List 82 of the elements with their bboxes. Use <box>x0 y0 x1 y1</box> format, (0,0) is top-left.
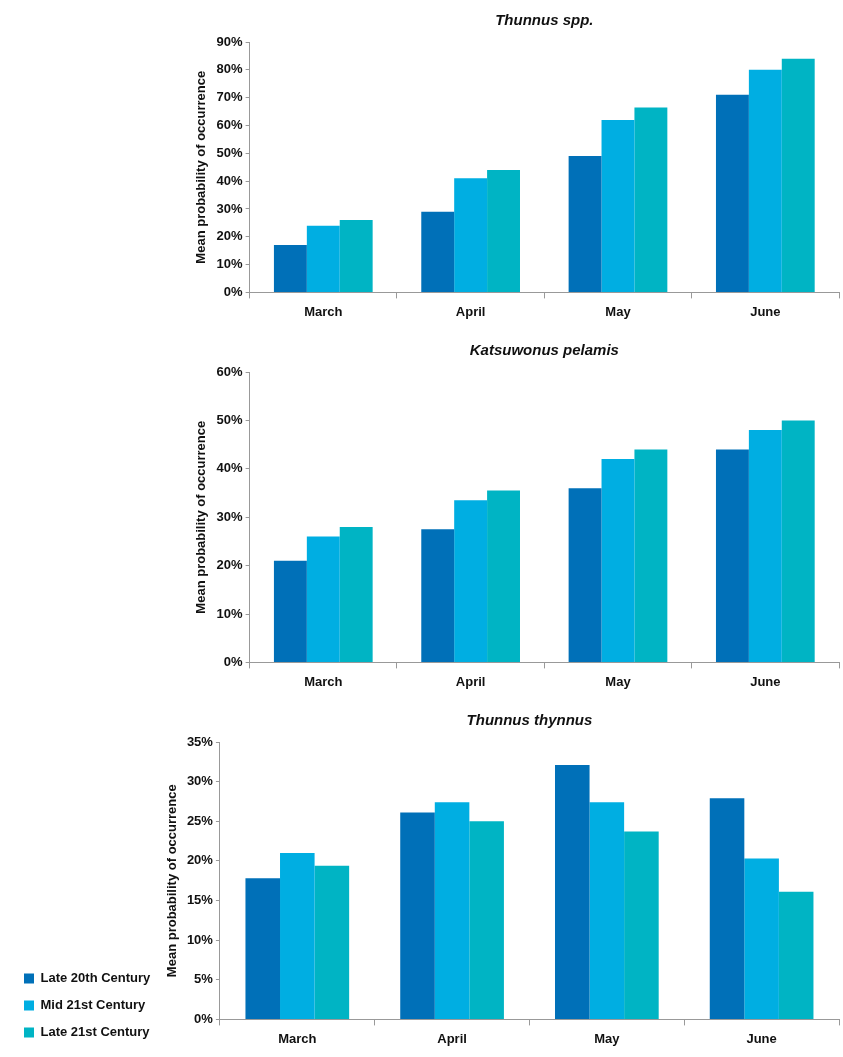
bar <box>273 245 307 292</box>
y-axis-title: Mean probability of occurrence <box>163 784 179 978</box>
bar <box>454 178 488 292</box>
bar <box>781 58 815 292</box>
y-tick-label: 10% <box>186 931 214 947</box>
x-tick-label: June <box>750 303 781 319</box>
y-tick-label: 60% <box>216 117 244 133</box>
y-tick-label: 30% <box>186 773 214 789</box>
bar <box>469 821 504 1019</box>
x-tick-label: March <box>304 673 343 689</box>
y-tick-label: 0% <box>223 653 244 669</box>
bar <box>634 449 668 662</box>
bar <box>568 488 602 662</box>
bar <box>634 107 668 292</box>
bar <box>748 69 782 292</box>
y-tick-label: 60% <box>216 363 244 379</box>
y-tick-label: 5% <box>194 971 214 987</box>
bar <box>421 211 455 292</box>
y-tick-label: 20% <box>216 228 244 244</box>
y-tick-label: 10% <box>216 256 244 272</box>
bar <box>715 449 749 662</box>
bar <box>568 156 602 292</box>
bar <box>709 798 745 1019</box>
bar <box>624 831 659 1019</box>
y-axis-title: Mean probability of occurrence <box>193 420 209 614</box>
legend-label: Late 21st Century <box>40 1024 151 1040</box>
x-tick-label: April <box>455 303 486 319</box>
bar <box>589 802 625 1019</box>
bar <box>306 225 340 292</box>
bar <box>339 526 373 662</box>
y-tick-label: 35% <box>186 733 214 749</box>
bar <box>400 812 435 1019</box>
bar <box>487 490 520 662</box>
y-axis-title: Mean probability of occurrence <box>193 70 209 264</box>
y-tick-label: 10% <box>216 605 244 621</box>
bar <box>421 529 455 662</box>
bar <box>280 852 315 1019</box>
chart-title: Katsuwonus pelamis <box>469 341 619 359</box>
bar <box>744 858 779 1019</box>
x-tick-label: June <box>746 1030 777 1046</box>
bar <box>273 560 307 662</box>
chart-title: Thunnus thynnus <box>466 711 593 729</box>
bar <box>555 764 590 1019</box>
bar <box>601 119 635 292</box>
bar <box>314 865 350 1019</box>
x-tick-label: April <box>437 1030 467 1046</box>
chart-title: Thunnus spp. <box>495 11 594 29</box>
y-tick-label: 40% <box>216 172 244 188</box>
y-tick-label: 50% <box>216 144 244 160</box>
bar <box>434 802 470 1019</box>
y-tick-label: 15% <box>186 892 214 908</box>
x-tick-label: May <box>605 673 632 689</box>
bar <box>715 94 749 292</box>
y-tick-label: 25% <box>186 812 214 828</box>
bar <box>778 891 814 1019</box>
bar <box>454 500 488 662</box>
x-tick-label: March <box>278 1030 317 1046</box>
x-tick-label: June <box>750 673 781 689</box>
y-tick-label: 20% <box>216 557 244 573</box>
bar <box>339 220 373 292</box>
bar <box>487 169 520 292</box>
bar <box>781 420 815 662</box>
x-tick-label: May <box>605 303 632 319</box>
y-tick-label: 30% <box>216 200 244 216</box>
legend-label: Mid 21st Century <box>40 997 147 1013</box>
y-tick-label: 80% <box>216 61 244 77</box>
y-tick-label: 40% <box>216 460 244 476</box>
y-tick-label: 70% <box>216 89 244 105</box>
bar <box>306 536 340 662</box>
bar <box>601 459 635 662</box>
legend-label: Late 20th Century <box>40 970 152 986</box>
y-tick-label: 0% <box>223 283 244 299</box>
y-tick-label: 0% <box>194 1010 214 1026</box>
bar <box>748 430 782 662</box>
bar <box>245 878 281 1019</box>
x-tick-label: April <box>455 673 486 689</box>
y-tick-label: 50% <box>216 411 244 427</box>
x-tick-label: May <box>594 1030 621 1046</box>
y-tick-label: 90% <box>216 33 244 49</box>
x-tick-label: March <box>304 303 343 319</box>
y-tick-label: 20% <box>186 852 214 868</box>
y-tick-label: 30% <box>216 508 244 524</box>
